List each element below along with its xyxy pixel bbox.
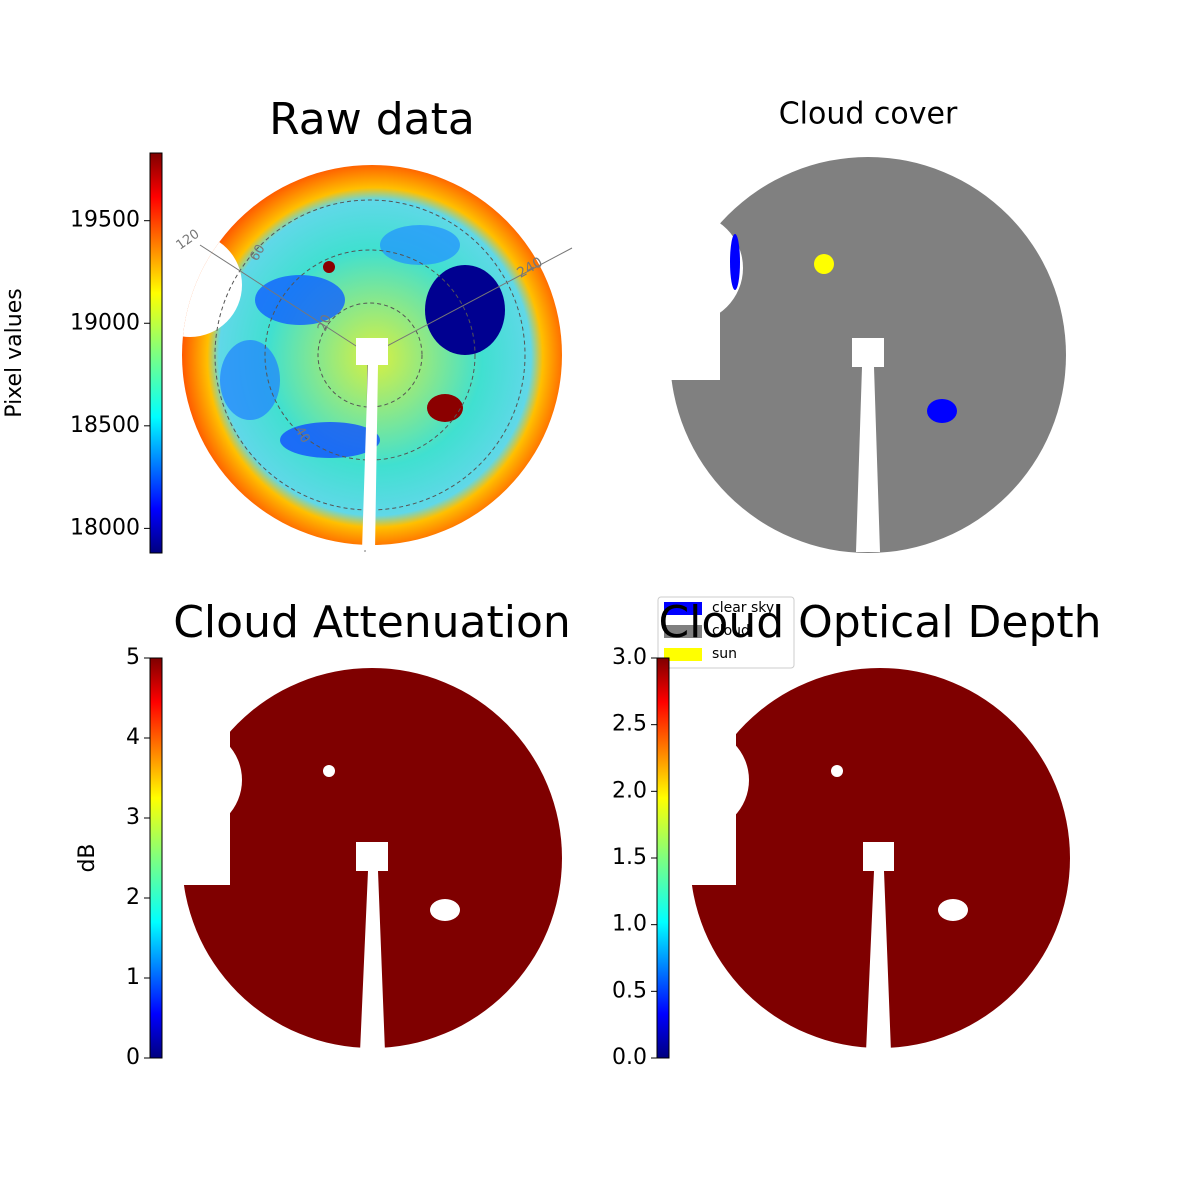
colorbar-tick-label: 0	[126, 1045, 140, 1070]
colorbar-tick-label: 0.0	[612, 1045, 647, 1070]
attenuation-image	[138, 660, 562, 1052]
colorbar-tick-label: 0.5	[612, 978, 647, 1003]
colorbar-tick-label: 2.5	[612, 712, 647, 737]
colorbar-tick-label: 5	[126, 645, 140, 670]
colorbar-label: Pixel values	[2, 288, 27, 417]
chart-title: Cloud Optical Depth	[658, 597, 1101, 648]
optical-depth-image	[645, 660, 1070, 1052]
chart-title: Cloud Attenuation	[173, 597, 571, 648]
legend-label: sun	[712, 646, 737, 662]
colorbar-tick-label: 4	[126, 725, 140, 750]
cloud-cover-image	[633, 150, 1066, 553]
colorbar-tick-label: 3	[126, 805, 140, 830]
legend-label: clear sky	[712, 600, 774, 616]
legend-swatch	[664, 602, 702, 615]
polar-label: 60	[247, 242, 268, 264]
legend-swatch	[664, 625, 702, 638]
colorbar-tick-label: 2	[126, 885, 140, 910]
legend-label: cloud	[712, 623, 750, 639]
chart-title: Cloud cover	[779, 97, 958, 132]
polar-label: 120	[174, 227, 203, 254]
colorbar	[149, 657, 163, 1059]
polar-label: 20	[315, 313, 335, 334]
colorbar-tick-label: 19500	[70, 208, 140, 233]
colorbar-tick-label: 2.0	[612, 778, 647, 803]
colorbar-tick-label: 1.0	[612, 912, 647, 937]
polar-label: 40	[291, 424, 312, 446]
colorbar	[656, 657, 670, 1059]
colorbar-tick-label: 18000	[70, 515, 140, 540]
colorbar	[149, 152, 163, 554]
colorbar-tick-label: 1	[126, 965, 140, 990]
colorbar-tick-label: 3.0	[612, 645, 647, 670]
colorbar-tick-label: 1.5	[612, 845, 647, 870]
colorbar-tick-label: 18500	[70, 413, 140, 438]
legend-swatch	[664, 648, 702, 661]
colorbar-tick-label: 19000	[70, 310, 140, 335]
colorbar-label: dB	[75, 843, 100, 872]
raw-image	[182, 165, 573, 553]
chart-title: Raw data	[269, 94, 475, 145]
